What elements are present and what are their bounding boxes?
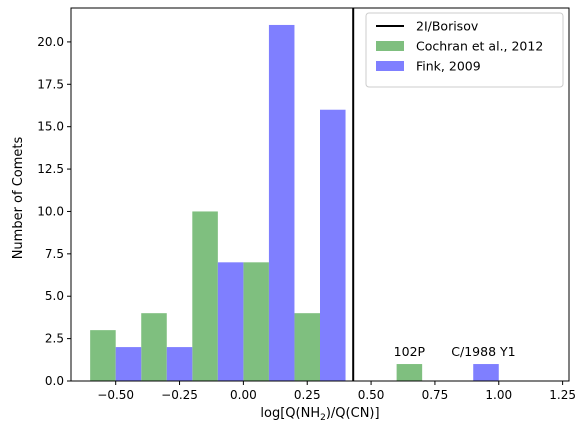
bar-cochran-5 xyxy=(396,364,423,381)
bar-fink-3 xyxy=(268,24,295,381)
y-tick-label: 5.0 xyxy=(45,289,64,303)
legend-label-cochran: Cochran et al., 2012 xyxy=(416,39,543,54)
x-tick-label: 0.00 xyxy=(230,388,257,402)
x-tick-label: 1.00 xyxy=(485,388,512,402)
bar-cochran-4 xyxy=(294,313,320,381)
y-tick-label: 17.5 xyxy=(37,77,64,91)
annotation-label: 102P xyxy=(394,344,426,359)
x-axis-label: log[Q(NH2)/Q(CN)] xyxy=(260,406,379,423)
x-tick-label: 0.50 xyxy=(358,388,385,402)
x-tick-label: 0.25 xyxy=(294,388,321,402)
bar-fink-4 xyxy=(320,109,346,382)
x-axis-ticks: −0.50 −0.25 0.00 0.25 0.50 0.75 1.00 1.25 xyxy=(97,381,576,402)
legend: 2I/Borisov Cochran et al., 2012 Fink, 20… xyxy=(365,12,564,88)
legend-swatch-cochran xyxy=(376,41,404,51)
annotations-layer: 102P C/1988 Y1 xyxy=(394,344,516,359)
bar-fink-2 xyxy=(217,262,244,381)
bar-fink-1 xyxy=(166,347,193,381)
x-tick-label: −0.50 xyxy=(97,388,134,402)
y-tick-label: 12.5 xyxy=(37,162,64,176)
y-tick-label: 7.5 xyxy=(45,247,64,261)
x-tick-label: 0.75 xyxy=(422,388,449,402)
x-tick-label: 1.25 xyxy=(549,388,576,402)
y-tick-label: 15.0 xyxy=(37,120,64,134)
annotation-label: C/1988 Y1 xyxy=(451,344,515,359)
y-tick-label: 0.0 xyxy=(45,374,64,388)
bar-fink-0 xyxy=(115,347,142,381)
y-tick-label: 20.0 xyxy=(37,35,64,49)
legend-label-reference-line: 2I/Borisov xyxy=(416,19,479,34)
bar-cochran-1 xyxy=(141,313,167,381)
bar-fink-5 xyxy=(473,364,499,381)
y-tick-label: 2.5 xyxy=(45,332,64,346)
legend-box xyxy=(365,12,564,88)
bar-cochran-2 xyxy=(192,211,218,381)
bars-layer xyxy=(90,24,499,382)
bar-cochran-0 xyxy=(90,330,116,381)
y-axis-label: Number of Comets xyxy=(11,136,26,259)
bar-cochran-3 xyxy=(243,262,269,381)
plot-frame xyxy=(70,7,570,382)
x-tick-label: −0.25 xyxy=(161,388,198,402)
y-axis-ticks: 0.0 2.5 5.0 7.5 10.0 12.5 15.0 17.5 20.0 xyxy=(37,35,71,388)
legend-label-fink: Fink, 2009 xyxy=(416,59,481,74)
y-tick-label: 10.0 xyxy=(37,204,64,218)
legend-swatch-fink xyxy=(376,61,404,71)
